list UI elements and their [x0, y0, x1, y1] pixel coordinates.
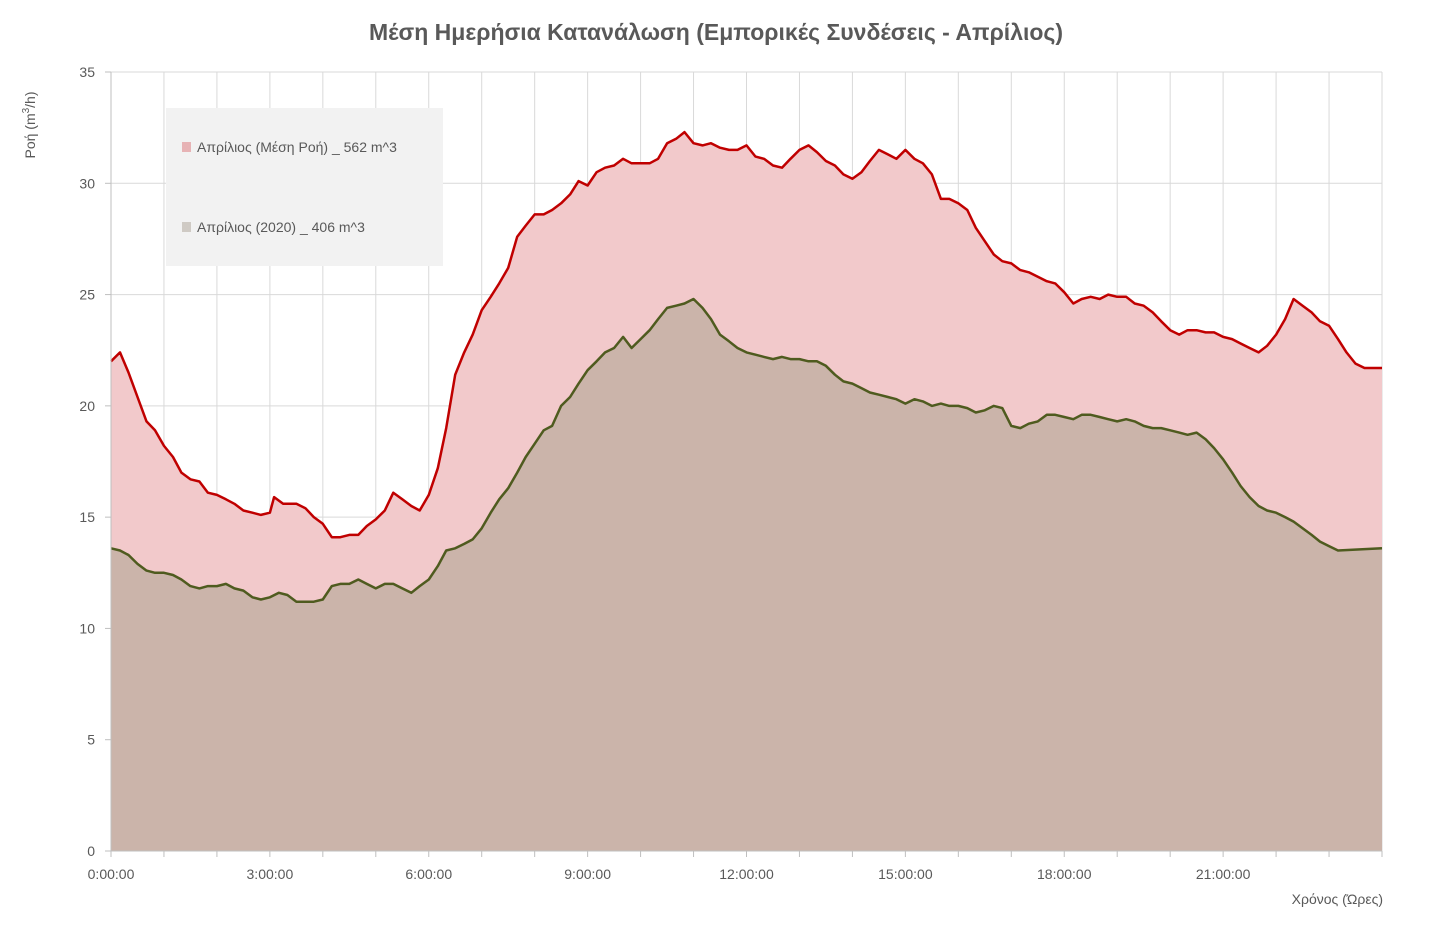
area-layer [111, 132, 1382, 852]
y-axis-label-unit: /h) [22, 91, 38, 107]
y-tick-label: 15 [79, 509, 95, 525]
y-axis-label-text: Ροή (m [22, 113, 38, 158]
y-tick-label: 35 [79, 64, 95, 80]
y-tick-label: 25 [79, 287, 95, 303]
area-2020 [111, 299, 1382, 851]
x-tick-label: 12:00:00 [719, 866, 774, 882]
x-tick-label: 21:00:00 [1196, 866, 1251, 882]
x-tick-label: 18:00:00 [1037, 866, 1092, 882]
y-tick-label: 10 [79, 620, 95, 636]
line-2020 [110, 297, 1383, 603]
x-tick-labels: 0:00:00 3:00:00 6:00:00 9:00:00 12:00:00 15:0… [88, 866, 1251, 882]
x-tick-label: 3:00:00 [247, 866, 294, 882]
y-tick-label: 0 [87, 843, 95, 859]
chart-title: Μέση Ημερήσια Κατανάλωση (Εμπορικές Συνδ… [369, 19, 1063, 45]
legend-box [166, 108, 443, 266]
line-average [110, 130, 1382, 539]
legend-swatch-2020 [182, 222, 191, 232]
y-tick-label: 30 [79, 175, 95, 191]
y-tick-labels: 0 5 10 15 20 25 30 35 [79, 64, 95, 859]
x-axis-label: Χρόνος (Ώρες) [1292, 891, 1383, 907]
x-tick-label: 6:00:00 [405, 866, 452, 882]
x-tick-label: 9:00:00 [564, 866, 611, 882]
y-tick-label: 5 [87, 732, 95, 748]
legend-label-average: Απρίλιος (Μέση Ροή) _ 562 m^3 [197, 139, 397, 155]
x-tick-label: 0:00:00 [88, 866, 135, 882]
legend-swatch-average [182, 142, 191, 152]
legend-label-2020: Απρίλιος (2020) _ 406 m^3 [197, 219, 365, 235]
legend: Απρίλιος (Μέση Ροή) _ 562 m^3 Απρίλιος (… [166, 108, 443, 266]
y-tick-label: 20 [79, 398, 95, 414]
x-tick-label: 15:00:00 [878, 866, 933, 882]
axes [105, 71, 1383, 857]
line-layer [110, 130, 1383, 603]
y-axis-label-sup: 3 [21, 107, 32, 113]
y-axis-label: Ροή (m3/h) [21, 91, 38, 158]
